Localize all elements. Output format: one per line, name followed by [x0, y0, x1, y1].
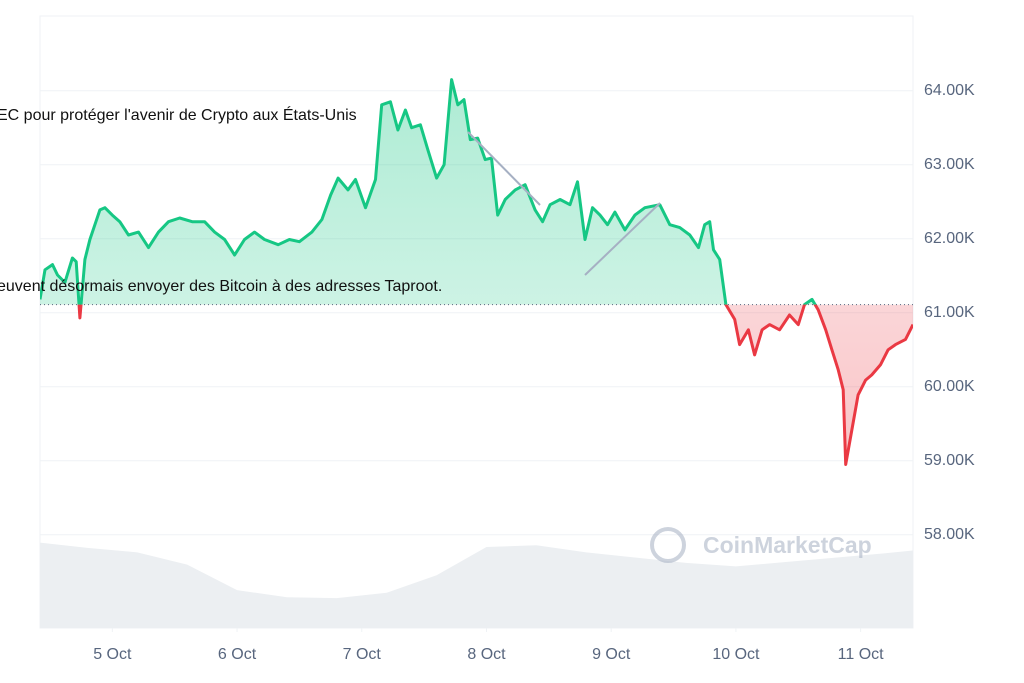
y-tick-label: 62.00K — [924, 230, 975, 247]
y-tick-label: 64.00K — [924, 82, 975, 99]
x-tick-label: 9 Oct — [592, 646, 631, 663]
area-above — [40, 79, 913, 305]
watermark-text: CoinMarketCap — [703, 532, 872, 558]
trend-line — [467, 131, 541, 206]
x-tick-label: 10 Oct — [712, 646, 760, 663]
x-tick-label: 7 Oct — [343, 646, 382, 663]
watermark-logo — [650, 527, 686, 563]
volume-area — [40, 542, 913, 628]
x-tick-label: 11 Oct — [838, 646, 885, 663]
annotation: euvent désormais envoyer des Bitcoin à d… — [0, 278, 442, 295]
annotation: EC pour protéger l'avenir de Crypto aux … — [0, 105, 357, 124]
y-tick-label: 63.00K — [924, 156, 975, 173]
x-tick-label: 5 Oct — [93, 646, 132, 663]
trend-line — [584, 202, 661, 276]
price-line-down — [77, 304, 913, 466]
watermark: CoinMarketCap — [650, 527, 872, 563]
y-tick-label: 58.00K — [924, 526, 975, 543]
y-tick-label: 61.00K — [924, 304, 975, 321]
y-tick-label: 60.00K — [924, 378, 975, 395]
x-tick-label: 8 Oct — [467, 646, 506, 663]
y-tick-label: 59.00K — [924, 452, 975, 469]
x-tick-label: 6 Oct — [218, 646, 257, 663]
price-line-up — [40, 78, 817, 305]
area-below — [79, 304, 913, 465]
